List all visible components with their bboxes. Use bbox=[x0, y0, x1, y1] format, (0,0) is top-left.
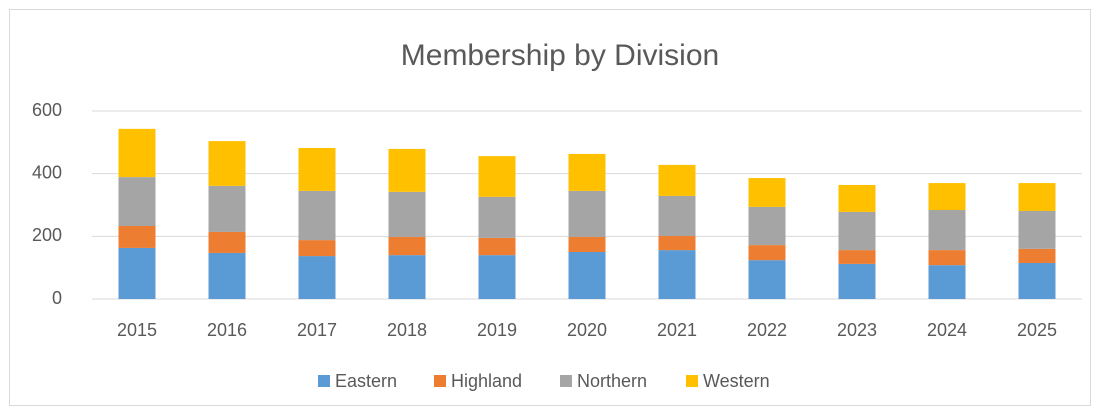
bar-segment bbox=[838, 184, 876, 212]
bar-segment bbox=[298, 256, 336, 299]
bar-segment bbox=[928, 210, 966, 251]
bar-segment bbox=[568, 190, 606, 237]
legend-label: Northern bbox=[577, 371, 647, 391]
bar-segment bbox=[478, 156, 516, 197]
bar-segment bbox=[208, 252, 246, 299]
legend-swatch bbox=[686, 375, 698, 387]
legend-label: Eastern bbox=[335, 371, 397, 391]
x-tick-label: 2018 bbox=[387, 320, 427, 340]
y-tick-label: 200 bbox=[32, 225, 62, 245]
bar-segment bbox=[298, 147, 336, 191]
bar-segment bbox=[658, 250, 696, 299]
bar-segment bbox=[118, 225, 156, 248]
bar-segment bbox=[388, 255, 426, 299]
x-tick-label: 2025 bbox=[1017, 320, 1057, 340]
bar-segment bbox=[658, 236, 696, 251]
bar-segment bbox=[478, 237, 516, 256]
x-tick-label: 2017 bbox=[297, 320, 337, 340]
legend-swatch bbox=[560, 375, 572, 387]
bar-segment bbox=[568, 236, 606, 252]
bar-segment bbox=[388, 191, 426, 237]
y-tick-label: 400 bbox=[32, 162, 62, 182]
bar-segment bbox=[1018, 262, 1056, 299]
legend-swatch bbox=[434, 375, 446, 387]
bar-segment bbox=[118, 128, 156, 178]
bar-segment bbox=[748, 245, 786, 261]
bar-segment bbox=[838, 250, 876, 264]
y-tick-label: 0 bbox=[52, 288, 62, 308]
bar-segment bbox=[658, 164, 696, 196]
bar-segment bbox=[568, 153, 606, 191]
x-tick-label: 2024 bbox=[927, 320, 967, 340]
bar-segment bbox=[1018, 210, 1056, 249]
bar-segment bbox=[928, 250, 966, 266]
bar-segment bbox=[298, 240, 336, 257]
x-tick-label: 2022 bbox=[747, 320, 787, 340]
x-tick-label: 2019 bbox=[477, 320, 517, 340]
bar-segment bbox=[928, 183, 966, 211]
x-tick-label: 2016 bbox=[207, 320, 247, 340]
bar-segment bbox=[748, 206, 786, 246]
bar-segment bbox=[658, 195, 696, 237]
bar-segment bbox=[118, 247, 156, 299]
bar-segment bbox=[748, 178, 786, 207]
x-tick-label: 2021 bbox=[657, 320, 697, 340]
bar-segment bbox=[1018, 183, 1056, 211]
legend-label: Highland bbox=[451, 371, 522, 391]
bar-segment bbox=[298, 190, 336, 241]
bar-segment bbox=[208, 141, 246, 186]
y-tick-label: 600 bbox=[32, 100, 62, 120]
bar-segment bbox=[208, 231, 246, 253]
x-tick-label: 2015 bbox=[117, 320, 157, 340]
x-tick-label: 2023 bbox=[837, 320, 877, 340]
legend-swatch bbox=[318, 375, 330, 387]
bar-segment bbox=[838, 211, 876, 251]
chart-border bbox=[9, 9, 1091, 406]
bar-segment bbox=[1018, 248, 1056, 263]
bar-segment bbox=[478, 255, 516, 299]
bar-segment bbox=[928, 265, 966, 299]
bar-segment bbox=[748, 260, 786, 299]
bar-segment bbox=[478, 196, 516, 238]
chart-title: Membership by Division bbox=[401, 39, 719, 72]
bar-segment bbox=[838, 263, 876, 299]
bar-segment bbox=[568, 252, 606, 299]
bar-segment bbox=[388, 148, 426, 192]
bar-segment bbox=[118, 177, 156, 226]
x-tick-label: 2020 bbox=[567, 320, 607, 340]
bar-segment bbox=[208, 185, 246, 232]
legend-label: Western bbox=[703, 371, 770, 391]
bar-segment bbox=[388, 236, 426, 256]
